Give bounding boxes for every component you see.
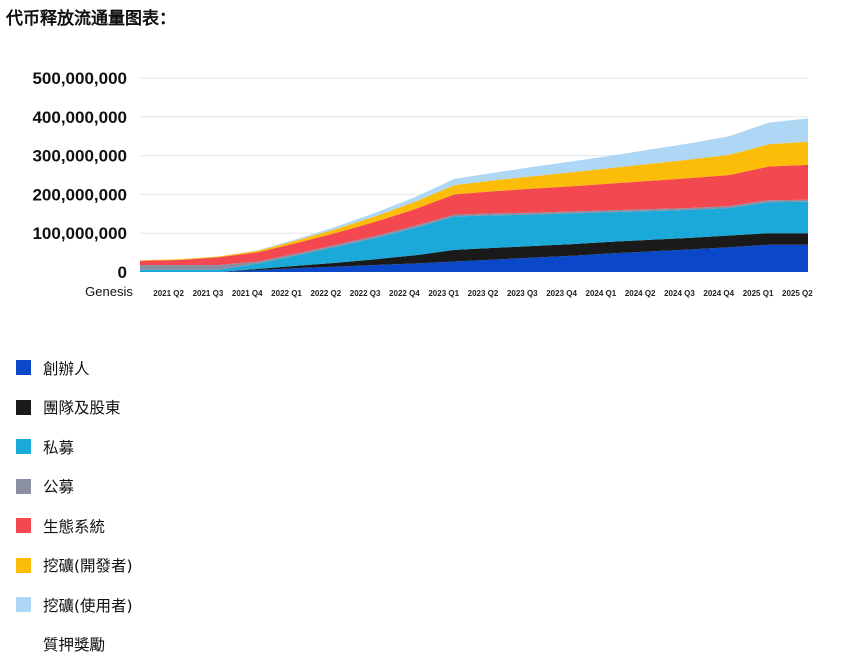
legend-item: 創辦人 xyxy=(16,348,133,388)
legend-label: 私募 xyxy=(43,438,75,457)
y-tick-label-3: 300,000,000 xyxy=(32,147,127,166)
legend-item: 團隊及股東 xyxy=(16,388,133,428)
x-tick-label-13: 2024 Q2 xyxy=(625,289,656,298)
area-series-3 xyxy=(140,199,808,270)
x-tick-label-12: 2024 Q1 xyxy=(586,289,617,298)
legend-item: 公募 xyxy=(16,467,133,507)
legend-item: 挖礦(使用者) xyxy=(16,585,133,625)
x-tick-label-10: 2023 Q3 xyxy=(507,289,538,298)
x-tick-label-16: 2025 Q1 xyxy=(743,289,774,298)
x-tick-label-11: 2023 Q4 xyxy=(546,289,577,298)
area-series-0 xyxy=(140,244,808,272)
legend-item: 生態系統 xyxy=(16,506,133,546)
x-tick-label-7: 2022 Q4 xyxy=(389,289,420,298)
y-tick-label-5: 500,000,000 xyxy=(32,69,127,88)
legend-swatch xyxy=(16,439,31,455)
x-tick-label-3: 2021 Q4 xyxy=(232,289,263,298)
area-series-6 xyxy=(140,118,808,261)
x-tick-label-4: 2022 Q1 xyxy=(271,289,302,298)
y-tick-label-0: 0 xyxy=(118,263,127,282)
x-tick-label-6: 2022 Q3 xyxy=(350,289,381,298)
legend-item: 私募 xyxy=(16,427,133,467)
x-tick-label-8: 2023 Q1 xyxy=(428,289,459,298)
legend-swatch xyxy=(16,597,31,613)
chart-legend: 創辦人團隊及股東私募公募生態系統挖礦(開發者) 挖礦(使用者) 質押獎勵 xyxy=(16,348,133,664)
x-tick-label-1: 2021 Q2 xyxy=(153,289,184,298)
page-title: 代币释放流通量图表： xyxy=(6,9,176,29)
legend-swatch xyxy=(16,478,31,494)
legend-label: 團隊及股東 xyxy=(43,399,121,418)
x-tick-label-0: Genesis xyxy=(85,284,133,299)
y-tick-label-1: 100,000,000 xyxy=(32,224,127,243)
legend-label: 質押獎勵 xyxy=(43,636,106,655)
y-tick-label-2: 200,000,000 xyxy=(32,185,127,204)
x-tick-label-17: 2025 Q2 xyxy=(782,289,813,298)
x-tick-label-5: 2022 Q2 xyxy=(310,289,341,298)
legend-item: 挖礦(開發者) xyxy=(16,546,133,586)
area-series-2 xyxy=(140,201,808,272)
x-tick-label-14: 2024 Q3 xyxy=(664,289,695,298)
legend-label: 公募 xyxy=(43,478,75,497)
legend-item: 質押獎勵 xyxy=(16,625,133,665)
area-series-5 xyxy=(140,141,808,261)
legend-label: 挖礦(使用者) xyxy=(43,596,133,615)
area-series-4 xyxy=(140,164,808,265)
legend-swatch xyxy=(16,636,31,652)
y-tick-label-4: 400,000,000 xyxy=(32,108,127,127)
legend-label: 挖礦(開發者) xyxy=(43,557,133,576)
legend-swatch xyxy=(16,557,31,573)
stacked-area-chart: 0 100,000,000 200,000,000 300,000,000 400,00… xyxy=(32,69,813,299)
area-series-1 xyxy=(140,233,808,272)
legend-swatch xyxy=(16,360,31,376)
x-tick-label-15: 2024 Q4 xyxy=(703,289,734,298)
x-tick-label-2: 2021 Q3 xyxy=(193,289,224,298)
x-tick-label-9: 2023 Q2 xyxy=(468,289,499,298)
legend-label: 創辦人 xyxy=(43,359,90,378)
legend-swatch xyxy=(16,399,31,415)
legend-label: 生態系統 xyxy=(43,517,106,536)
legend-swatch xyxy=(16,518,31,534)
